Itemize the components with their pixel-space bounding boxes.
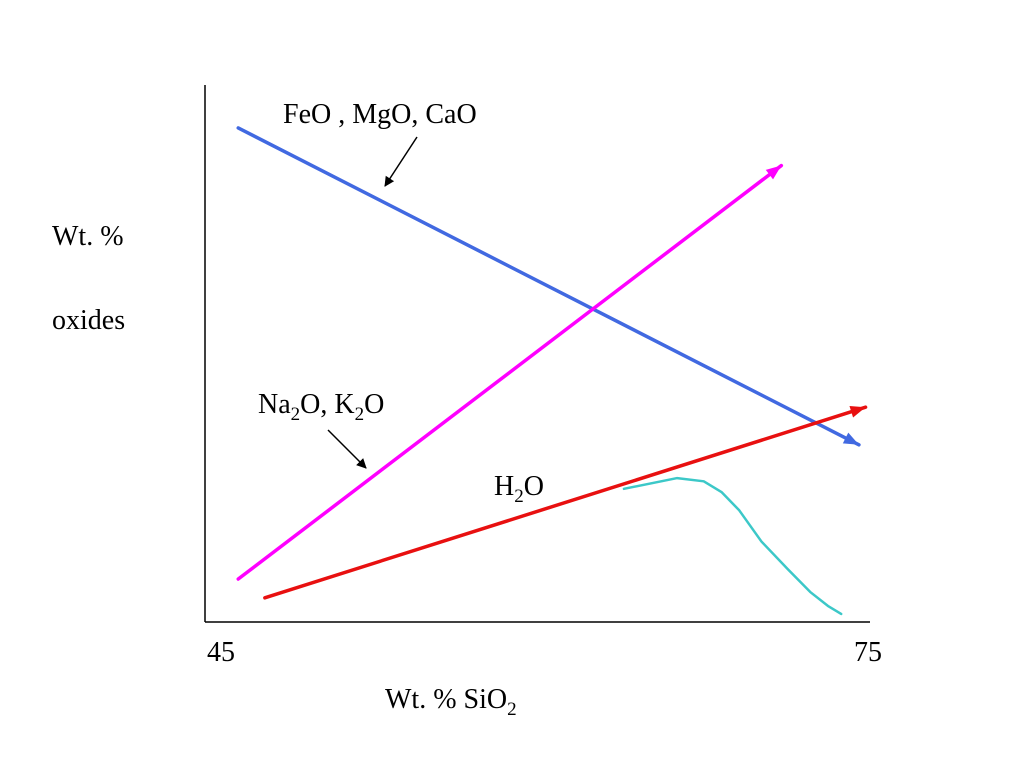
y-axis-label-line2: oxides	[52, 305, 125, 336]
series-layer	[236, 126, 868, 616]
series-line-water_curve	[622, 476, 843, 616]
annotation-alkali: Na2O, K2O	[258, 389, 384, 425]
annotation-alkali-pointer	[327, 429, 367, 469]
annotation-femg: FeO , MgO, CaO	[283, 99, 477, 130]
x-axis-label-main: Wt. % SiO	[385, 684, 507, 715]
x-axis-label-subscript: 2	[507, 699, 517, 720]
x-tick-label-max: 75	[854, 637, 882, 668]
annotation-water: H2O	[494, 471, 544, 507]
annotation-femg-pointer	[384, 136, 418, 187]
series-arrowhead-water	[849, 406, 866, 418]
x-axis-label: Wt. % SiO2	[385, 684, 517, 720]
y-axis-label-line1: Wt. %	[52, 221, 124, 252]
series-line-water	[263, 405, 868, 600]
series-line-alkali	[236, 163, 784, 581]
series-line-femg	[236, 126, 861, 447]
series-arrowhead-alkali	[765, 165, 782, 180]
series-arrowhead-femg	[842, 432, 859, 445]
x-tick-label-min: 45	[207, 637, 235, 668]
